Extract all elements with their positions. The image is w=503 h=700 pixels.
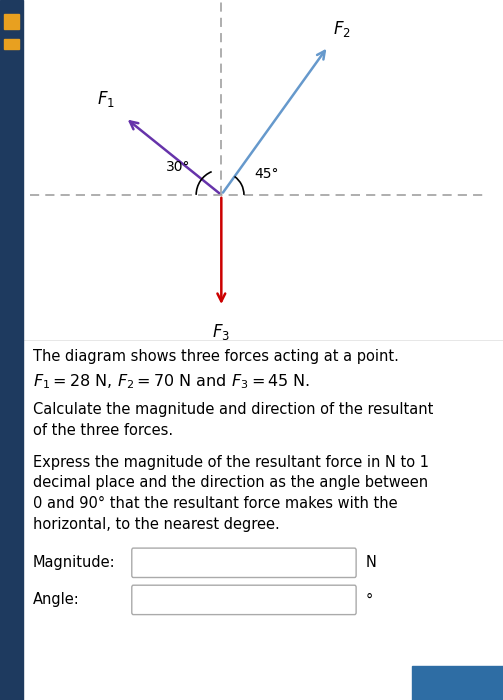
Text: 45°: 45° (255, 167, 279, 181)
Bar (4, 14, 19, 29)
Text: The diagram shows three forces acting at a point.: The diagram shows three forces acting at… (33, 349, 398, 365)
Text: 0 and 90° that the resultant force makes with the: 0 and 90° that the resultant force makes… (33, 496, 397, 512)
Text: decimal place and the direction as the angle between: decimal place and the direction as the a… (33, 475, 428, 491)
Text: N: N (366, 555, 377, 570)
Text: $\mathit{F}_1$: $\mathit{F}_1$ (98, 90, 115, 109)
Text: of the three forces.: of the three forces. (33, 423, 173, 438)
Text: Calculate the magnitude and direction of the resultant: Calculate the magnitude and direction of… (33, 402, 433, 417)
Text: ▲: ▲ (451, 674, 465, 692)
Text: 30°: 30° (166, 160, 191, 174)
Bar (412, 666, 503, 700)
Text: $\mathit{F}_2$: $\mathit{F}_2$ (333, 20, 351, 39)
Text: horizontal, to the nearest degree.: horizontal, to the nearest degree. (33, 517, 280, 533)
Bar (4, 39, 19, 49)
Text: Magnitude:: Magnitude: (33, 555, 115, 570)
Text: Express the magnitude of the resultant force in N to 1: Express the magnitude of the resultant f… (33, 454, 429, 470)
Text: $F_1 = 28$ N, $F_2 = 70$ N and $F_3 = 45$ N.: $F_1 = 28$ N, $F_2 = 70$ N and $F_3 = 45… (33, 372, 310, 391)
FancyBboxPatch shape (132, 585, 356, 615)
Bar (0, 0, 23, 700)
Text: Angle:: Angle: (33, 592, 79, 608)
Text: $\mathit{F}_3$: $\mathit{F}_3$ (212, 322, 230, 342)
FancyBboxPatch shape (132, 548, 356, 578)
Text: °: ° (366, 592, 373, 608)
